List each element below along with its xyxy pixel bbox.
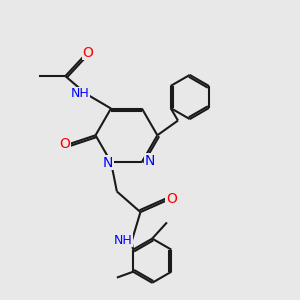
- Text: O: O: [166, 192, 177, 206]
- Text: N: N: [103, 156, 113, 170]
- Text: N: N: [145, 154, 155, 168]
- Text: O: O: [82, 46, 94, 60]
- Text: NH: NH: [113, 234, 132, 247]
- Text: NH: NH: [71, 87, 89, 100]
- Text: O: O: [59, 137, 70, 151]
